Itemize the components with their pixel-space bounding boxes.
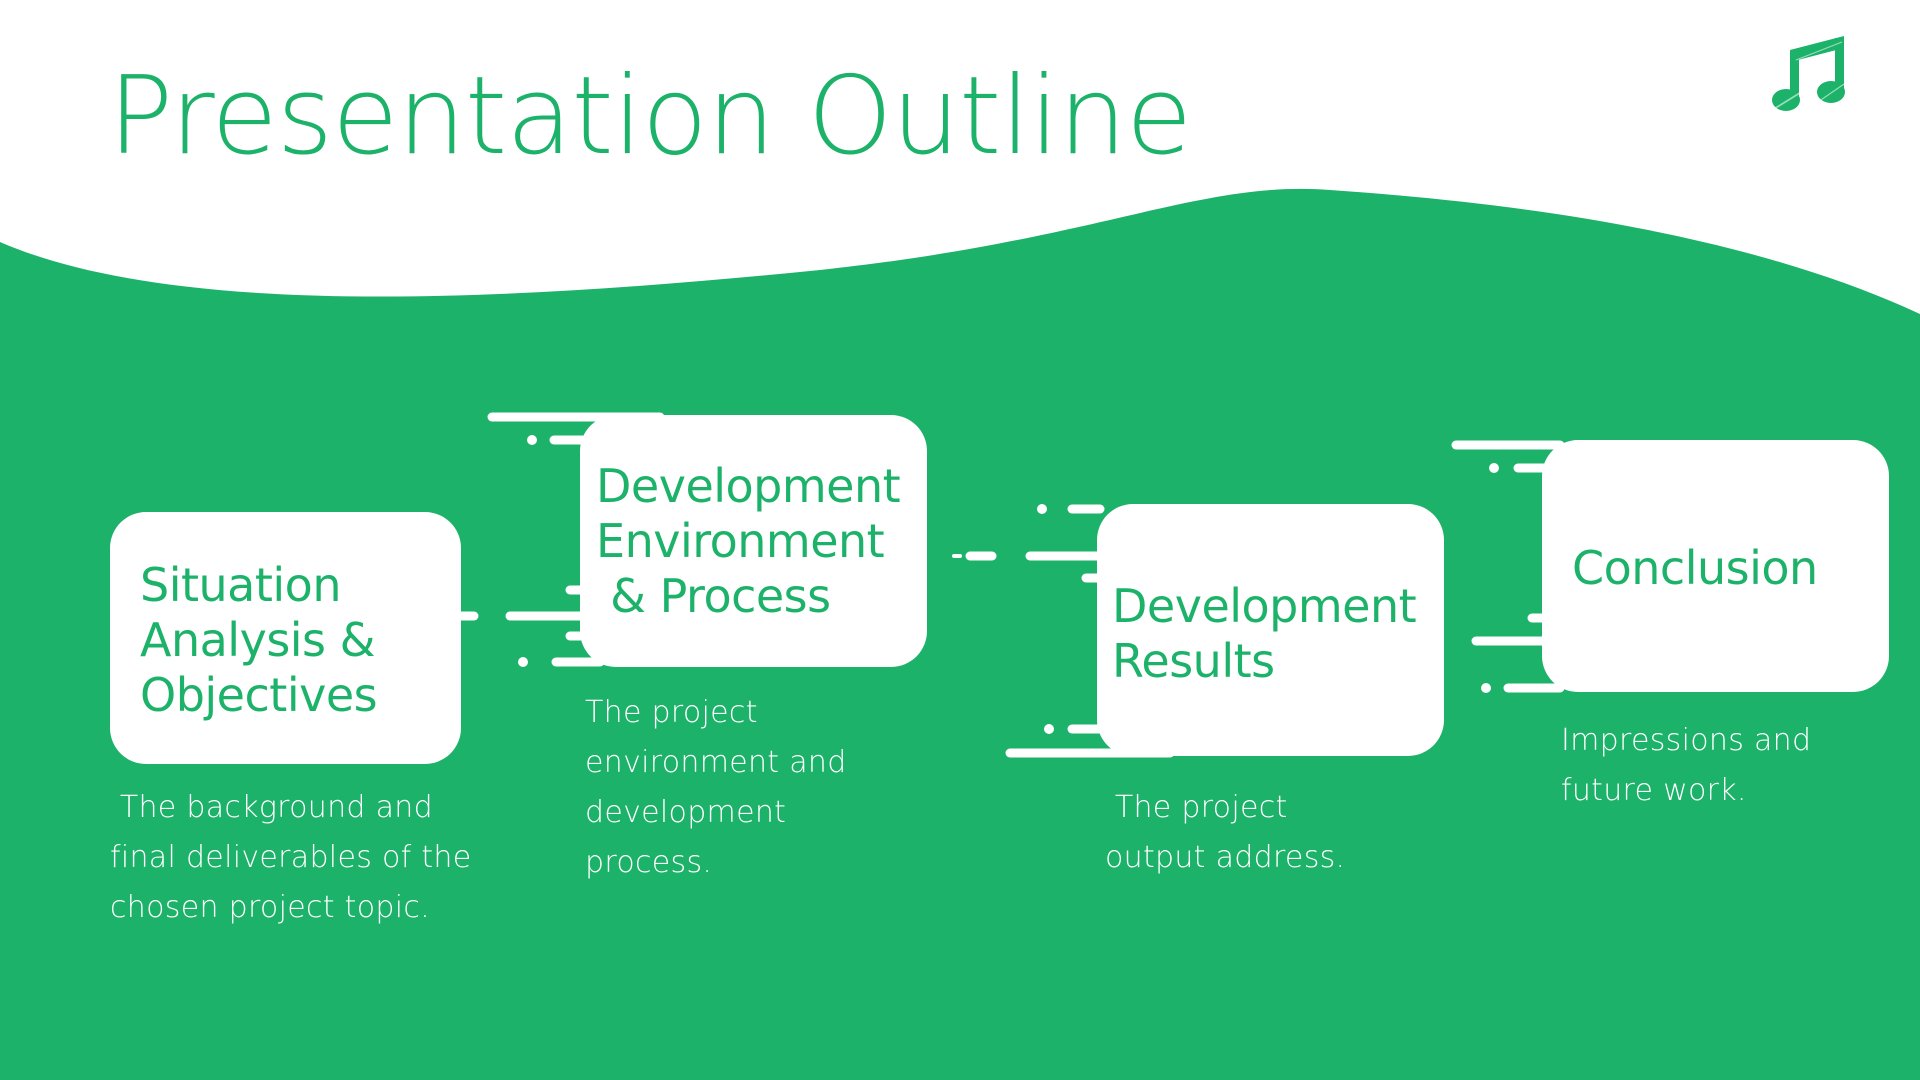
step-description: The project output address.: [1105, 790, 1346, 875]
step-title: Development Environment & Process: [596, 459, 901, 623]
step-card-development-environment[interactable]: [580, 415, 927, 667]
step-title: Situation Analysis & Objectives: [140, 558, 378, 722]
step-description: The background and final deliverables of…: [110, 790, 472, 925]
music-note-icon: [1771, 36, 1845, 111]
page-title: Presentation Outline: [108, 54, 1192, 179]
step-title: Development Results: [1112, 579, 1417, 688]
step-title: Conclusion: [1572, 541, 1818, 595]
step-card-development-results[interactable]: [1097, 504, 1444, 756]
step-card-conclusion[interactable]: [1542, 440, 1889, 692]
step-description: The project environment and development …: [585, 695, 847, 880]
step-card-situation-analysis[interactable]: [110, 512, 461, 764]
step-description: Impressions and future work.: [1561, 723, 1812, 808]
